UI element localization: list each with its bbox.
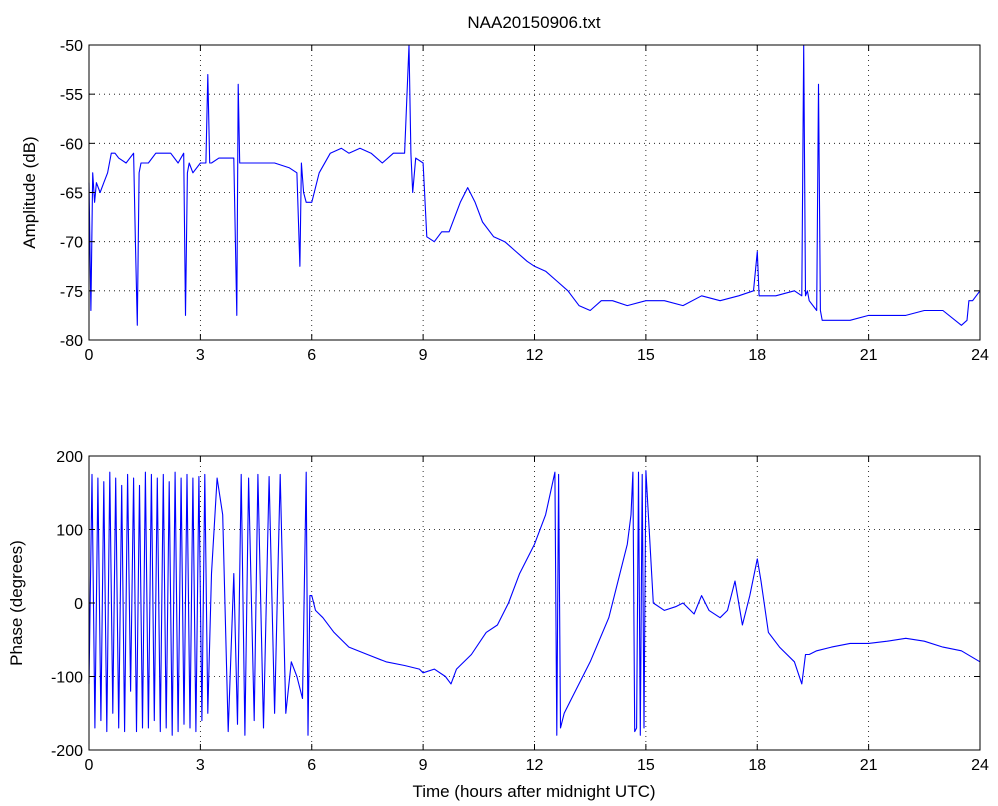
amplitude-y-tick-label: -50 bbox=[60, 38, 83, 55]
phase-series-line bbox=[88, 470, 981, 736]
amplitude-y-axis-label: Amplitude (dB) bbox=[20, 136, 39, 248]
phase-y-tick-label: -200 bbox=[51, 743, 83, 760]
amplitude-y-tick-label: -65 bbox=[60, 186, 83, 203]
amplitude-chart: NAA20150906.txt 0 3 6 9 12 15 18 21 24 -80 -75 -70 -… bbox=[20, 13, 989, 364]
amplitude-x-tick-label: 12 bbox=[526, 347, 544, 364]
phase-x-tick-label: 18 bbox=[748, 757, 766, 774]
phase-x-axis-label: Time (hours after midnight UTC) bbox=[412, 782, 655, 801]
amplitude-x-tick-label: 3 bbox=[196, 347, 205, 364]
phase-y-tick-label: 0 bbox=[74, 596, 83, 613]
amplitude-x-tick-label: 24 bbox=[971, 347, 989, 364]
amplitude-x-tick-label: 9 bbox=[419, 347, 428, 364]
phase-x-tick-label: 15 bbox=[637, 757, 655, 774]
chart-title: NAA20150906.txt bbox=[467, 13, 601, 32]
phase-x-tick-label: 3 bbox=[196, 757, 205, 774]
phase-x-tick-label: 9 bbox=[419, 757, 428, 774]
phase-x-tick-label: 21 bbox=[860, 757, 878, 774]
phase-grid bbox=[89, 456, 980, 750]
phase-x-tick-label: 6 bbox=[307, 757, 316, 774]
amplitude-x-tick-label: 6 bbox=[307, 347, 316, 364]
amplitude-y-tick-label: -70 bbox=[60, 235, 83, 252]
amplitude-y-tick-label: -60 bbox=[60, 136, 83, 153]
amplitude-x-tick-label: 18 bbox=[748, 347, 766, 364]
amplitude-y-tick-label: -75 bbox=[60, 284, 83, 301]
amplitude-ticks: 0 3 6 9 12 15 18 21 24 -80 -75 -70 -65 -60 -55 -50 bbox=[60, 38, 989, 364]
phase-x-tick-label: 0 bbox=[85, 757, 94, 774]
amplitude-y-tick-label: -55 bbox=[60, 87, 83, 104]
amplitude-x-tick-label: 15 bbox=[637, 347, 655, 364]
amplitude-y-tick-label: -80 bbox=[60, 333, 83, 350]
amplitude-grid bbox=[89, 45, 980, 340]
phase-x-tick-label: 24 bbox=[971, 757, 989, 774]
phase-y-axis-label: Phase (degrees) bbox=[7, 540, 26, 666]
phase-chart: 0 3 6 9 12 15 18 21 24 -200 -100 0 100 200 Phase (deg… bbox=[7, 449, 989, 801]
phase-y-tick-label: 200 bbox=[56, 449, 83, 466]
amplitude-series bbox=[88, 44, 981, 326]
amplitude-x-tick-label: 21 bbox=[860, 347, 878, 364]
phase-x-tick-label: 12 bbox=[526, 757, 544, 774]
phase-series bbox=[88, 470, 981, 736]
phase-ticks: 0 3 6 9 12 15 18 21 24 -200 -100 0 100 200 bbox=[51, 449, 989, 774]
amplitude-x-tick-label: 0 bbox=[85, 347, 94, 364]
phase-y-tick-label: 100 bbox=[56, 523, 83, 540]
phase-y-tick-label: -100 bbox=[51, 670, 83, 687]
amplitude-series-line bbox=[88, 44, 981, 326]
